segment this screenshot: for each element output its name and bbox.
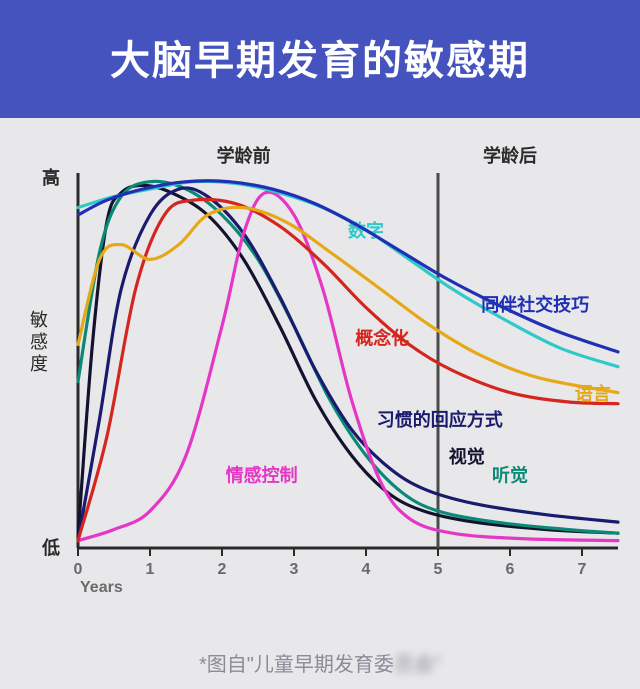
- svg-text:感: 感: [30, 332, 48, 352]
- label-peer: 同伴社交技巧: [481, 294, 589, 315]
- svg-text:学龄后: 学龄后: [483, 145, 537, 166]
- label-hearing: 听觉: [492, 464, 528, 485]
- series-numbers: [78, 181, 618, 366]
- header: 大脑早期发育的敏感期: [0, 0, 640, 118]
- svg-text:学龄前: 学龄前: [217, 145, 271, 166]
- label-vision: 视觉: [449, 446, 485, 467]
- label-habitual: 习惯的回应方式: [377, 409, 503, 430]
- svg-text:4: 4: [362, 561, 371, 578]
- svg-text:5: 5: [434, 561, 443, 578]
- svg-text:高: 高: [42, 167, 60, 188]
- page-title: 大脑早期发育的敏感期: [0, 28, 640, 86]
- label-language: 语言: [575, 383, 611, 404]
- credit-text: *图自"儿童早期发育委: [199, 654, 394, 676]
- label-concept: 概念化: [355, 328, 409, 349]
- svg-text:0: 0: [74, 561, 83, 578]
- credit-blurred: 员会": [394, 654, 441, 676]
- source-credit: *图自"儿童早期发育委员会": [0, 618, 640, 677]
- svg-text:1: 1: [146, 561, 155, 578]
- series-concept: [78, 199, 618, 540]
- svg-text:6: 6: [506, 561, 515, 578]
- svg-text:7: 7: [578, 561, 587, 578]
- sensitivity-chart: 0 1 2 3 4 5 6 7 Years 高低 敏感度 学龄前 学龄后视觉听觉 习惯的回应方式情感控制 概…: [0, 118, 640, 618]
- svg-text:Years: Years: [80, 579, 123, 596]
- svg-text:低: 低: [41, 537, 60, 558]
- svg-text:3: 3: [290, 561, 299, 578]
- svg-text:度: 度: [30, 354, 48, 374]
- svg-text:敏: 敏: [30, 310, 48, 330]
- label-emotion: 情感控制: [226, 464, 298, 485]
- svg-text:2: 2: [218, 561, 227, 578]
- series-emotion: [78, 192, 618, 540]
